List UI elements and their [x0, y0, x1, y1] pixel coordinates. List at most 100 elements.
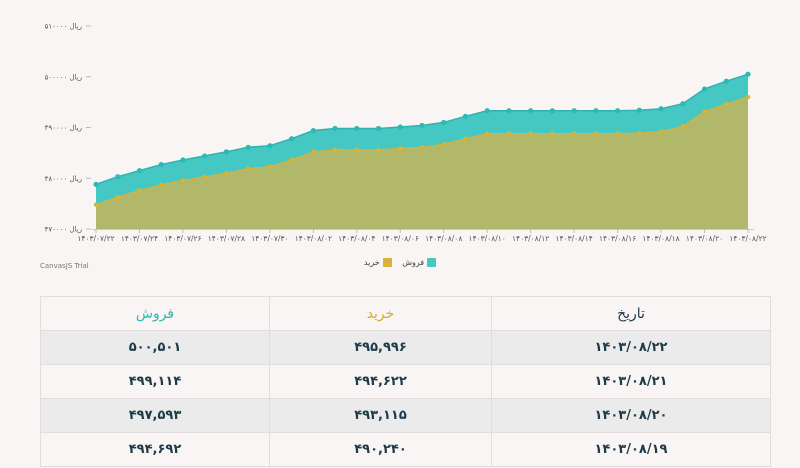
point-buy — [332, 147, 338, 153]
point-sell — [332, 125, 338, 132]
point-buy — [289, 157, 294, 163]
point-buy — [441, 142, 446, 147]
cell-buy: ۴۹۴,۶۲۲ — [269, 364, 492, 399]
point-buy — [180, 178, 186, 183]
point-buy — [550, 131, 555, 136]
point-sell — [180, 157, 186, 163]
legend-swatch-buy — [382, 258, 392, 267]
point-sell — [441, 119, 447, 126]
point-buy — [463, 136, 468, 141]
x-tick-label: ۱۴۰۳/۰۸/۱۲ — [512, 234, 549, 243]
point-sell — [462, 113, 469, 119]
point-buy — [485, 131, 490, 136]
point-sell — [245, 144, 251, 150]
table-row: ۱۴۰۳/۰۸/۱۹ ۴۹۰,۲۴۰ ۴۹۴,۶۹۲ — [40, 432, 771, 467]
point-sell — [354, 125, 360, 132]
point-sell — [593, 108, 599, 114]
point-sell — [158, 161, 164, 168]
point-buy — [93, 202, 99, 207]
point-buy — [159, 182, 164, 188]
x-tick-label: ۱۴۰۳/۰۷/۲۶ — [164, 234, 201, 243]
x-tick-label: ۱۴۰۳/۰۸/۰۴ — [338, 234, 375, 243]
point-sell — [615, 108, 621, 114]
cell-date: ۱۴۰۳/۰۸/۱۹ — [491, 432, 771, 467]
x-tick-label: ۱۴۰۳/۰۷/۲۲ — [77, 234, 114, 243]
y-tick-label: ۵۱۰۰۰۰ ریال — [45, 23, 82, 31]
cell-buy: ۴۹۵,۹۹۶ — [269, 330, 492, 365]
point-sell — [680, 101, 686, 107]
point-sell — [267, 143, 273, 149]
cell-sell: ۴۹۷,۵۹۳ — [40, 398, 270, 433]
cell-date: ۱۴۰۳/۰۸/۲۰ — [491, 398, 771, 433]
point-sell — [745, 71, 751, 77]
point-sell — [506, 108, 512, 114]
price-chart: ۴۷۰۰۰۰ ریال ۴۸۰۰۰۰ ریال ۴۹۰۰۰۰ ریال ۵۰۰۰۰۰ … — [45, 23, 767, 244]
x-tick-label: ۱۴۰۳/۰۸/۰۲ — [295, 234, 332, 243]
point-buy — [245, 166, 251, 171]
cell-sell: ۵۰۰,۵۰۱ — [40, 330, 270, 365]
x-tick-label: ۱۴۰۳/۰۸/۱۰ — [469, 234, 506, 243]
legend-swatch-sell — [427, 258, 437, 267]
point-buy — [506, 131, 512, 136]
table-header-row: تاریخ خرید فروش — [40, 296, 771, 331]
point-buy — [724, 101, 729, 107]
point-sell — [571, 108, 577, 114]
x-tick-label: ۱۴۰۳/۰۷/۳۰ — [251, 234, 288, 243]
point-buy — [615, 131, 620, 136]
point-buy — [658, 129, 664, 134]
point-sell — [223, 149, 229, 155]
point-sell — [375, 125, 382, 132]
header-sell: فروش — [40, 296, 270, 331]
point-sell — [289, 136, 295, 142]
point-buy — [311, 149, 316, 155]
price-table: تاریخ خرید فروش ۱۴۰۳/۰۸/۲۲ ۴۹۵,۹۹۶ ۵۰۰,۵… — [40, 296, 771, 467]
point-sell — [549, 108, 556, 114]
cell-date: ۱۴۰۳/۰۸/۲۱ — [491, 364, 771, 399]
point-buy — [202, 174, 207, 179]
x-tick-label: ۱۴۰۳/۰۷/۲۸ — [208, 234, 245, 243]
x-tick-label: ۱۴۰۳/۰۸/۱۸ — [642, 234, 679, 243]
x-tick-label: ۱۴۰۳/۰۸/۱۴ — [555, 234, 592, 243]
legend-item-buy[interactable]: خرید — [364, 258, 392, 267]
legend-label-sell: فروش — [402, 258, 425, 267]
x-tick-label: ۱۴۰۳/۰۸/۱۶ — [599, 234, 636, 243]
y-tick-label: ۴۷۰۰۰۰ ریال — [45, 226, 82, 234]
point-sell — [136, 168, 143, 174]
chart-legend: فروش خرید — [0, 258, 800, 269]
y-tick-label: ۴۹۰۰۰۰ ریال — [45, 124, 82, 132]
point-buy — [267, 164, 273, 169]
point-buy — [354, 147, 359, 153]
cell-sell: ۴۹۹,۱۱۴ — [40, 364, 270, 399]
y-tick-label: ۴۸۰۰۰۰ ریال — [45, 175, 82, 183]
legend-label-buy: خرید — [363, 258, 380, 267]
x-tick-label: ۱۴۰۳/۰۸/۲۰ — [686, 234, 723, 243]
point-buy — [224, 170, 229, 176]
table-row: ۱۴۰۳/۰۸/۲۱ ۴۹۴,۶۲۲ ۴۹۹,۱۱۴ — [40, 364, 771, 399]
chart-credit: CanvasJS Trial — [40, 262, 89, 270]
point-buy — [419, 145, 425, 150]
area-buy — [96, 97, 748, 229]
cell-buy: ۴۹۳,۱۱۵ — [269, 398, 492, 433]
x-tick-label: ۱۴۰۳/۰۸/۲۲ — [729, 234, 766, 243]
point-buy — [398, 146, 403, 151]
point-sell — [636, 107, 642, 113]
table-row: ۱۴۰۳/۰۸/۲۲ ۴۹۵,۹۹۶ ۵۰۰,۵۰۱ — [40, 330, 771, 365]
point-buy — [571, 131, 577, 136]
table-row: ۱۴۰۳/۰۸/۲۰ ۴۹۳,۱۱۵ ۴۹۷,۵۹۳ — [40, 398, 771, 433]
point-sell — [115, 174, 121, 180]
point-buy — [115, 194, 120, 200]
x-tick-label: ۱۴۰۳/۰۷/۲۴ — [121, 234, 158, 243]
point-buy — [745, 94, 751, 100]
cell-sell: ۴۹۴,۶۹۲ — [40, 432, 270, 467]
point-buy — [376, 147, 381, 153]
x-tick-label: ۱۴۰۳/۰۸/۰۶ — [382, 234, 419, 243]
point-sell — [397, 124, 403, 130]
cell-buy: ۴۹۰,۲۴۰ — [269, 432, 492, 467]
point-buy — [637, 130, 642, 136]
point-sell — [202, 153, 208, 159]
point-buy — [528, 131, 533, 136]
point-buy — [680, 124, 685, 129]
legend-item-sell[interactable]: فروش — [402, 258, 437, 267]
point-buy — [137, 188, 142, 193]
point-sell — [528, 108, 534, 114]
